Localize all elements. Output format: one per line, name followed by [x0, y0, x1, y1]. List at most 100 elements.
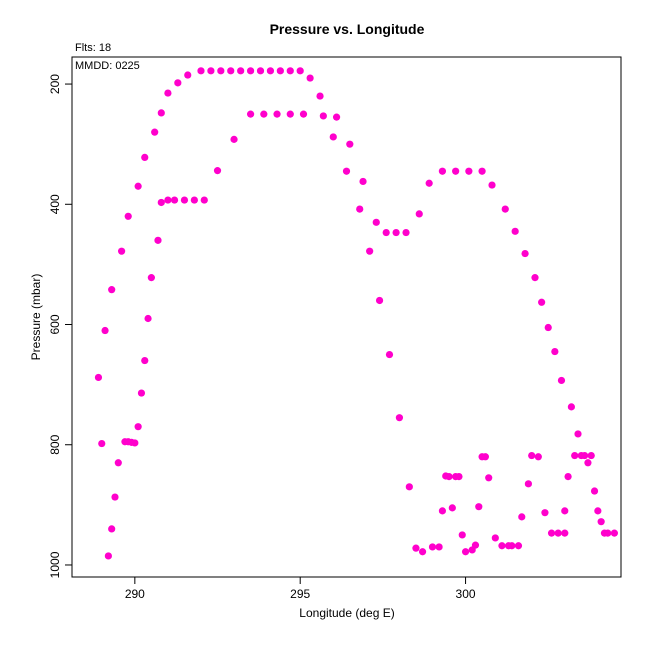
data-point [491, 534, 499, 542]
data-point [445, 473, 453, 481]
y-tick-label: 1000 [48, 551, 62, 578]
data-point [547, 529, 556, 537]
data-point [597, 518, 605, 526]
data-point [98, 439, 106, 448]
data-point [455, 473, 463, 481]
data-point [561, 529, 569, 537]
data-point [438, 167, 447, 175]
data-point [475, 503, 483, 511]
data-point [567, 403, 575, 411]
data-point [481, 453, 490, 461]
x-tick-label: 295 [290, 587, 310, 601]
data-point [488, 181, 496, 189]
data-point [528, 451, 536, 460]
data-point [418, 548, 427, 556]
y-axis-label: Pressure (mbar) [29, 274, 43, 361]
data-point [531, 274, 539, 282]
data-point [332, 113, 341, 121]
data-point [286, 110, 294, 118]
data-point [299, 110, 308, 118]
data-point [359, 177, 367, 186]
data-point [524, 480, 532, 488]
data-point [514, 542, 523, 550]
data-point [170, 196, 179, 204]
data-point [104, 552, 112, 560]
data-point [551, 347, 559, 356]
data-point [561, 507, 569, 515]
data-point [342, 167, 351, 175]
data-point [412, 544, 420, 552]
data-point [207, 67, 215, 75]
y-tick-label: 400 [48, 194, 62, 214]
data-point [213, 167, 222, 175]
data-point [375, 296, 384, 305]
data-point [590, 487, 599, 495]
data-point [94, 373, 103, 382]
data-point [604, 529, 612, 537]
data-point [266, 67, 275, 75]
data-point [329, 133, 337, 141]
data-point [534, 453, 542, 461]
data-point [478, 167, 486, 175]
data-point [227, 67, 235, 75]
data-point [157, 109, 165, 117]
data-point [157, 198, 165, 207]
data-point [581, 451, 589, 460]
data-point [594, 507, 602, 515]
data-point [144, 314, 152, 323]
data-point [610, 529, 618, 537]
data-point [316, 92, 324, 100]
y-tick-label: 800 [48, 434, 62, 454]
data-point [435, 543, 443, 551]
data-point [521, 249, 529, 258]
data-point [260, 110, 268, 118]
data-point [382, 228, 390, 237]
data-point [124, 212, 132, 220]
x-tick-label: 290 [125, 587, 145, 601]
data-point [118, 247, 126, 255]
data-point [217, 67, 225, 75]
data-point [485, 474, 493, 482]
data-point [471, 541, 480, 549]
data-point [508, 542, 516, 550]
data-point [114, 459, 122, 467]
data-point [141, 153, 149, 161]
chart-subtitle: Flts: 18 [75, 42, 111, 54]
data-point [346, 140, 354, 148]
data-point [296, 67, 304, 75]
data-point [461, 548, 470, 556]
data-point [356, 205, 364, 213]
x-axis-label: Longitude (deg E) [299, 606, 394, 620]
data-point [574, 430, 582, 438]
data-point [134, 423, 142, 431]
chart-annotation: MMDD: 0225 [75, 60, 140, 72]
y-tick-label: 200 [48, 74, 62, 94]
data-point [184, 71, 192, 79]
y-axis: 200 400 600 800 1000 [48, 74, 72, 578]
data-point [511, 227, 519, 235]
data-point [402, 228, 410, 237]
data-point [366, 247, 374, 255]
data-point [571, 451, 579, 460]
data-point [273, 110, 281, 118]
data-point [428, 543, 437, 551]
data-point [465, 167, 473, 175]
data-point [230, 135, 238, 143]
data-point [197, 67, 205, 75]
data-point [319, 112, 327, 120]
x-axis: 290 295 300 [125, 577, 476, 601]
data-point [405, 483, 413, 491]
data-point [395, 414, 404, 422]
data-point [276, 67, 284, 75]
data-point [154, 236, 162, 244]
data-point [134, 182, 142, 190]
y-tick-label: 600 [48, 314, 62, 334]
data-point [237, 67, 245, 75]
data-point [190, 196, 198, 204]
data-point [108, 525, 116, 533]
data-point [174, 79, 182, 87]
data-point [164, 196, 172, 204]
data-point [306, 74, 314, 82]
data-point [448, 504, 456, 512]
